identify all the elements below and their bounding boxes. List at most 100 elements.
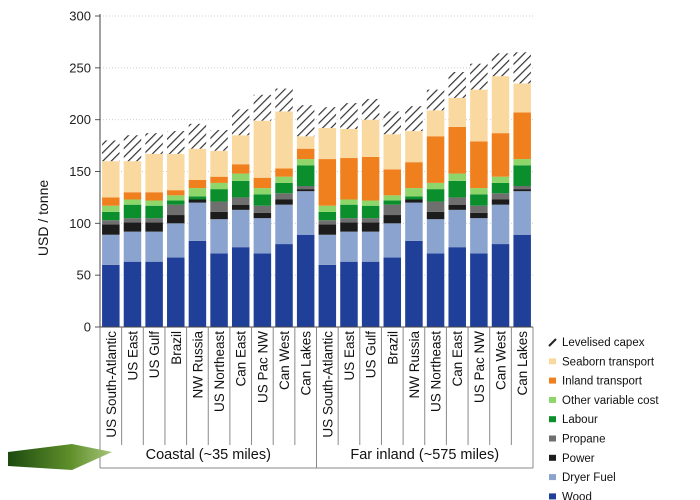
bar-segment-seaborn-transport	[296, 136, 315, 149]
bar-segment-inland-transport	[491, 133, 510, 177]
bar-segment-other-variable-costs	[470, 188, 488, 195]
bar-segment-other-variable-costs	[296, 159, 315, 166]
y-tick-labels: 0 50 100 150 200 250 300	[69, 9, 91, 335]
bar-segment-dryer-fuel	[513, 191, 531, 235]
bar-segment-levelised-capex	[318, 107, 337, 128]
bar-segment-dryer-fuel	[123, 231, 142, 262]
y-axis-label: USD / tonne	[35, 180, 51, 256]
bar-segment-seaborn-transport	[275, 111, 293, 169]
bar-segment-dryer-fuel	[102, 234, 120, 265]
bar-segment-other-variable-costs	[253, 188, 272, 195]
bar-segment-power	[275, 199, 293, 205]
bar-segment-inland-transport	[340, 158, 358, 200]
legend-item: Labour	[549, 414, 598, 426]
category-label: US South-Atlantic	[104, 331, 119, 438]
bar-segment-dryer-fuel	[405, 202, 423, 241]
category-label: Can West	[277, 331, 292, 390]
bar-segment-wood	[491, 244, 510, 327]
category-label: US Northeast	[429, 331, 444, 412]
group-label: Far inland (~575 miles)	[350, 447, 499, 463]
legend-swatch	[549, 454, 556, 461]
bar-segment-seaborn-transport	[188, 148, 207, 180]
bar-segment-levelised-capex	[231, 109, 250, 136]
bar-segment-levelised-capex	[102, 140, 120, 162]
bar-segment-propane	[231, 197, 250, 205]
bar-segment-wood	[405, 240, 423, 327]
bar-segment-levelised-capex	[470, 63, 488, 90]
legend-item: Seaborn transport	[549, 356, 655, 368]
bar-segment-labour	[361, 205, 380, 219]
bar-segment-power	[470, 212, 488, 219]
bar-segment-wood	[361, 261, 380, 327]
category-label: US East	[342, 331, 357, 381]
bar-segment-labour	[383, 200, 402, 205]
bar-segment-other-variable-costs	[145, 200, 163, 206]
y-tick-label: 0	[84, 320, 91, 335]
y-tick-label: 200	[69, 112, 91, 127]
bar-segment-labour	[470, 194, 488, 206]
bar-segment-labour	[296, 165, 315, 187]
bar-segment-other-variable-costs	[231, 173, 250, 181]
axes	[95, 14, 534, 469]
legend-label: Seaborn transport	[562, 356, 655, 368]
category-label: Can East	[234, 331, 249, 387]
category-label: Can East	[450, 331, 465, 387]
bar-segment-wood	[231, 247, 250, 327]
bar-segment-propane	[340, 218, 358, 223]
bar-segment-seaborn-transport	[231, 135, 250, 165]
bar-segment-wood	[426, 253, 445, 327]
bar-segment-power	[513, 189, 531, 192]
bar-segment-inland-transport	[448, 126, 466, 174]
bar-segment-wood	[470, 253, 488, 327]
bar-segment-labour	[275, 182, 293, 194]
bar-segment-other-variable-costs	[426, 182, 445, 190]
bar-segment-dryer-fuel	[167, 223, 185, 258]
bar-segment-seaborn-transport	[102, 161, 120, 198]
category-label: US Gulf	[147, 331, 162, 379]
bar-segment-wood	[318, 264, 337, 327]
bar-segment-propane	[145, 218, 163, 223]
bar-segment-dryer-fuel	[383, 223, 402, 258]
bar-segment-propane	[275, 193, 293, 200]
y-tick-label: 300	[69, 9, 91, 24]
bar-segment-labour	[340, 204, 358, 219]
bar-segment-inland-transport	[361, 156, 380, 201]
bar-segment-dryer-fuel	[253, 218, 272, 254]
bar-segment-power	[340, 222, 358, 232]
bar-segment-inland-transport	[167, 190, 185, 196]
bar-segment-propane	[318, 220, 337, 225]
bar-segment-wood	[448, 247, 466, 327]
bar-segment-labour	[426, 189, 445, 202]
legend-label: Power	[562, 453, 595, 465]
legend-swatch	[549, 416, 556, 423]
bar-segment-propane	[448, 197, 466, 205]
legend-swatch	[549, 377, 556, 384]
y-tick-label: 150	[69, 164, 91, 179]
bar-segment-inland-transport	[470, 141, 488, 189]
bar-segment-propane	[253, 205, 272, 213]
bar-segment-dryer-fuel	[491, 204, 510, 245]
bar-segment-propane	[167, 204, 185, 216]
bar-segment-dryer-fuel	[275, 204, 293, 245]
bar-segment-power	[318, 224, 337, 235]
bar-segment-wood	[102, 264, 120, 327]
category-label: NW Russia	[190, 331, 205, 399]
bar-segment-wood	[145, 261, 163, 327]
bar-segment-dryer-fuel	[361, 231, 380, 262]
bar-segment-other-variable-costs	[275, 176, 293, 183]
category-label: US Pac NW	[472, 331, 487, 403]
legend-label: Other variable cost	[562, 395, 659, 407]
category-label: US South-Atlantic	[320, 331, 335, 438]
y-tick-label: 250	[69, 60, 91, 75]
bar-segment-levelised-capex	[188, 123, 207, 149]
category-label: Brazil	[169, 331, 184, 365]
bar-segment-power	[253, 212, 272, 219]
bar-segment-seaborn-transport	[145, 153, 163, 193]
bar-segment-labour	[491, 182, 510, 194]
legend-label: Dryer Fuel	[562, 472, 616, 484]
bar-segment-dryer-fuel	[448, 209, 466, 248]
bar-segment-propane	[383, 204, 402, 216]
bar-segment-seaborn-transport	[405, 131, 423, 163]
bar-segment-levelised-capex	[253, 94, 272, 121]
bar-segment-propane	[470, 205, 488, 213]
